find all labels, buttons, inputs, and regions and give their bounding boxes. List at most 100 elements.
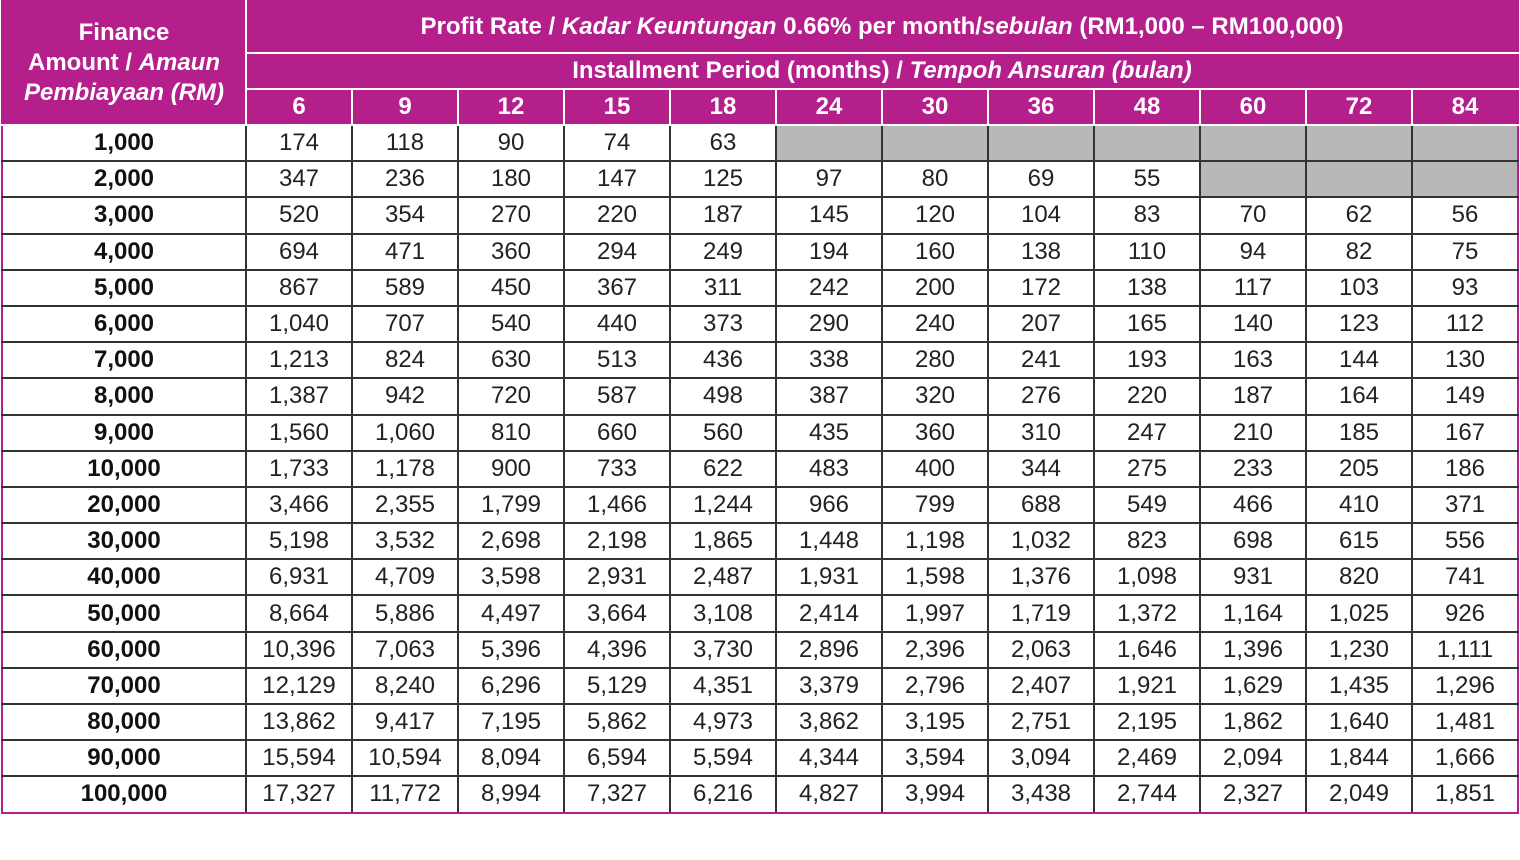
installment-cell: 163 xyxy=(1199,341,1307,380)
installment-cell: 187 xyxy=(1199,377,1307,416)
installment-cell: 93 xyxy=(1411,268,1519,307)
installment-cell: 172 xyxy=(987,268,1095,307)
installment-cell: 75 xyxy=(1411,232,1519,271)
installment-cell: 2,094 xyxy=(1199,739,1307,778)
finance-amount-cell: 4,000 xyxy=(1,232,247,271)
installment-cell: 2,063 xyxy=(987,630,1095,669)
table-row: 50,000 8,664 5,886 4,497 3,664 3,108 2,414 1,99… xyxy=(1,594,1519,633)
installment-cell: 13,862 xyxy=(245,702,353,742)
installment-cell: 8,094 xyxy=(457,739,565,778)
installment-cell: 942 xyxy=(351,377,459,416)
installment-cell: 17,327 xyxy=(245,775,353,814)
installment-cell: 387 xyxy=(775,377,883,416)
table-row: 90,000 15,594 10,594 8,094 6,594 5,594 4,344 3,… xyxy=(1,739,1519,778)
installment-cell: 2,751 xyxy=(987,702,1095,742)
installment-cell: 3,466 xyxy=(245,485,353,525)
installment-cell: 200 xyxy=(881,268,989,307)
installment-cell: 70 xyxy=(1199,196,1307,235)
installment-cell: 1,646 xyxy=(1093,630,1201,669)
installment-cell: 2,355 xyxy=(351,485,459,525)
installment-cell: 3,994 xyxy=(881,775,989,814)
installment-cell: 2,407 xyxy=(987,666,1095,706)
installment-cell: 275 xyxy=(1093,449,1201,488)
installment-cell: 4,973 xyxy=(669,702,777,742)
header-text: Profit Rate / xyxy=(420,13,562,40)
installment-cell: 3,379 xyxy=(775,666,883,706)
installment-cell: 12,129 xyxy=(245,666,353,706)
installment-cell: 11,772 xyxy=(351,775,459,814)
unavailable-cell xyxy=(775,123,883,163)
table-row: 80,000 13,862 9,417 7,195 5,862 4,973 3,862 3,1… xyxy=(1,702,1519,742)
table-row: 9,000 1,560 1,060 810 660 560 435 360 310 247 210 1… xyxy=(1,413,1519,452)
installment-cell: 1,376 xyxy=(987,558,1095,597)
installment-cell: 5,886 xyxy=(351,594,459,633)
installment-cell: 1,164 xyxy=(1199,594,1307,633)
installment-cell: 4,497 xyxy=(457,594,565,633)
installment-cell: 6,216 xyxy=(669,775,777,814)
installment-cell: 694 xyxy=(245,232,353,271)
installment-cell: 240 xyxy=(881,304,989,344)
installment-cell: 540 xyxy=(457,304,565,344)
installment-cell: 220 xyxy=(1093,377,1201,416)
installment-cell: 174 xyxy=(245,123,353,163)
installment-cell: 8,664 xyxy=(245,594,353,633)
installment-table: Finance Amount / Amaun Pembiayaan (RM) P… xyxy=(1,0,1519,814)
header-text: (RM1,000 – RM100,000) xyxy=(1072,13,1344,40)
month-header: 6 xyxy=(245,88,353,126)
installment-cell: 160 xyxy=(881,232,989,271)
unavailable-cell xyxy=(1093,123,1201,163)
installment-cell: 1,865 xyxy=(669,522,777,561)
installment-cell: 1,629 xyxy=(1199,666,1307,706)
installment-cell: 1,931 xyxy=(775,558,883,597)
installment-cell: 7,327 xyxy=(563,775,671,814)
installment-cell: 1,921 xyxy=(1093,666,1201,706)
installment-cell: 290 xyxy=(775,304,883,344)
finance-amount-cell: 60,000 xyxy=(1,630,247,669)
month-header: 48 xyxy=(1093,88,1201,126)
header-text: Tempoh Ansuran (bulan) xyxy=(909,57,1192,84)
installment-cell: 810 xyxy=(457,413,565,452)
installment-cell: 2,327 xyxy=(1199,775,1307,814)
installment-cell: 560 xyxy=(669,413,777,452)
unavailable-cell xyxy=(881,123,989,163)
finance-amount-cell: 40,000 xyxy=(1,558,247,597)
unavailable-cell xyxy=(1411,160,1519,199)
installment-cell: 698 xyxy=(1199,522,1307,561)
table-row: 20,000 3,466 2,355 1,799 1,466 1,244 966 799 688… xyxy=(1,485,1519,525)
installment-cell: 15,594 xyxy=(245,739,353,778)
table-row: 5,000 867 589 450 367 311 242 200 172 138 117 103 93 xyxy=(1,268,1519,307)
header-text: Kadar Keuntungan xyxy=(561,13,777,40)
installment-cell: 241 xyxy=(987,341,1095,380)
installment-cell: 344 xyxy=(987,449,1095,488)
installment-cell: 823 xyxy=(1093,522,1201,561)
table-row: 2,000 347 236 180 147 125 97 80 69 55 xyxy=(1,160,1519,199)
installment-cell: 3,438 xyxy=(987,775,1095,814)
installment-cell: 280 xyxy=(881,341,989,380)
installment-cell: 926 xyxy=(1411,594,1519,633)
installment-cell: 1,666 xyxy=(1411,739,1519,778)
installment-cell: 1,213 xyxy=(245,341,353,380)
installment-cell: 8,994 xyxy=(457,775,565,814)
installment-cell: 741 xyxy=(1411,558,1519,597)
installment-cell: 123 xyxy=(1305,304,1413,344)
installment-cell: 276 xyxy=(987,377,1095,416)
installment-cell: 615 xyxy=(1305,522,1413,561)
installment-cell: 720 xyxy=(457,377,565,416)
finance-amount-cell: 80,000 xyxy=(1,702,247,742)
installment-cell: 6,594 xyxy=(563,739,671,778)
installment-cell: 3,094 xyxy=(987,739,1095,778)
installment-cell: 97 xyxy=(775,160,883,199)
installment-cell: 294 xyxy=(563,232,671,271)
header-text: 0.66% per month/ xyxy=(776,13,982,40)
installment-cell: 1,560 xyxy=(245,413,353,452)
installment-cell: 144 xyxy=(1305,341,1413,380)
installment-cell: 130 xyxy=(1411,341,1519,380)
installment-cell: 4,344 xyxy=(775,739,883,778)
installment-cell: 1,799 xyxy=(457,485,565,525)
installment-cell: 5,129 xyxy=(563,666,671,706)
installment-cell: 220 xyxy=(563,196,671,235)
installment-cell: 436 xyxy=(669,341,777,380)
finance-amount-cell: 30,000 xyxy=(1,522,247,561)
month-header: 36 xyxy=(987,88,1095,126)
finance-amount-cell: 6,000 xyxy=(1,304,247,344)
